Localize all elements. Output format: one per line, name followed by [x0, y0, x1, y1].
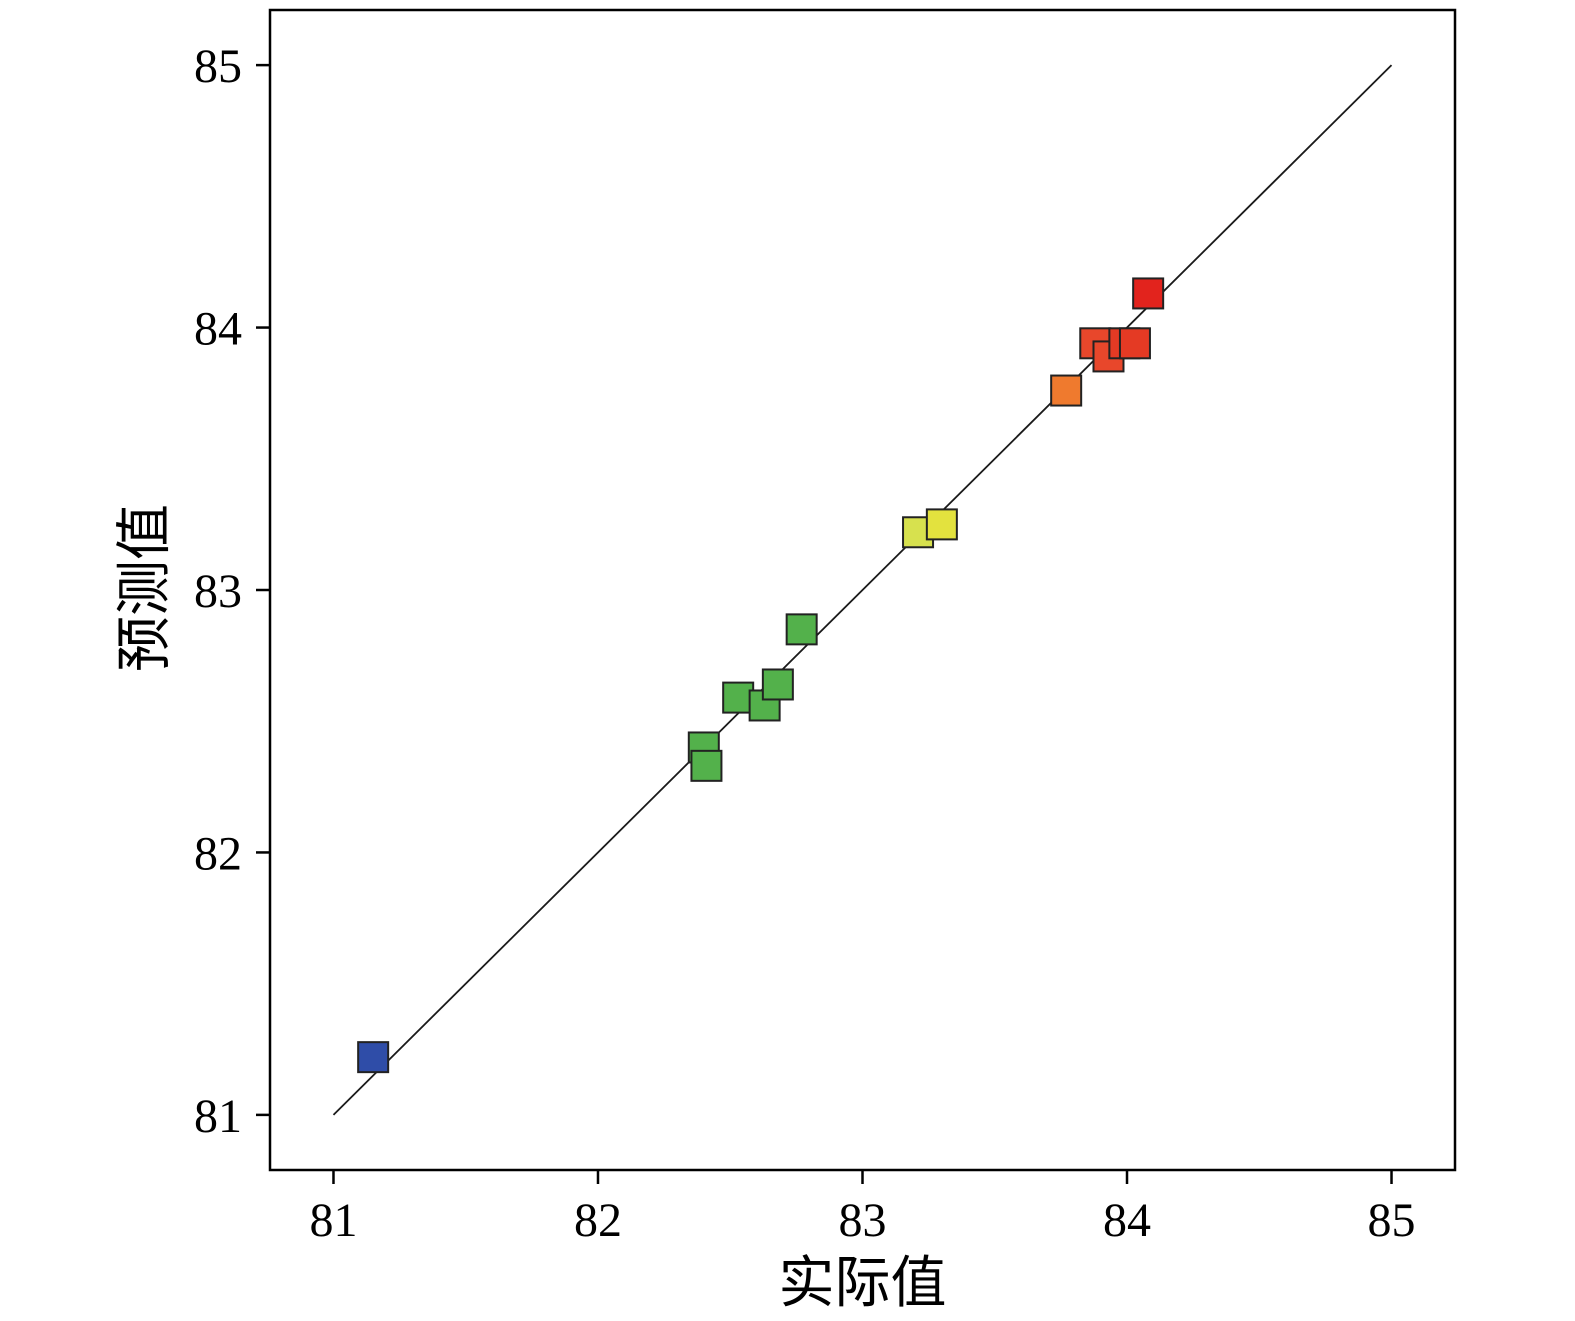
data-point — [722, 681, 755, 714]
data-point — [785, 613, 818, 646]
y-tick-label: 82 — [194, 827, 242, 880]
x-tick-label: 81 — [309, 1194, 357, 1247]
y-tick-label: 85 — [194, 40, 242, 93]
data-point — [1118, 327, 1151, 360]
data-point — [357, 1041, 390, 1074]
x-tick-label: 84 — [1103, 1194, 1151, 1247]
x-tick-label: 85 — [1368, 1194, 1416, 1247]
data-point — [761, 668, 794, 701]
y-tick-label: 81 — [194, 1090, 242, 1143]
y-tick-label: 84 — [194, 303, 242, 356]
data-point — [1132, 277, 1165, 310]
data-point — [690, 749, 723, 782]
x-tick-label: 82 — [574, 1194, 622, 1247]
data-point — [925, 508, 958, 541]
y-tick-label: 83 — [194, 565, 242, 618]
reference-line — [332, 64, 1393, 1116]
x-tick-label: 83 — [839, 1194, 887, 1247]
data-point — [1050, 374, 1083, 407]
y-axis-label: 预测值 — [114, 504, 177, 672]
x-axis-label: 实际值 — [778, 1253, 947, 1315]
